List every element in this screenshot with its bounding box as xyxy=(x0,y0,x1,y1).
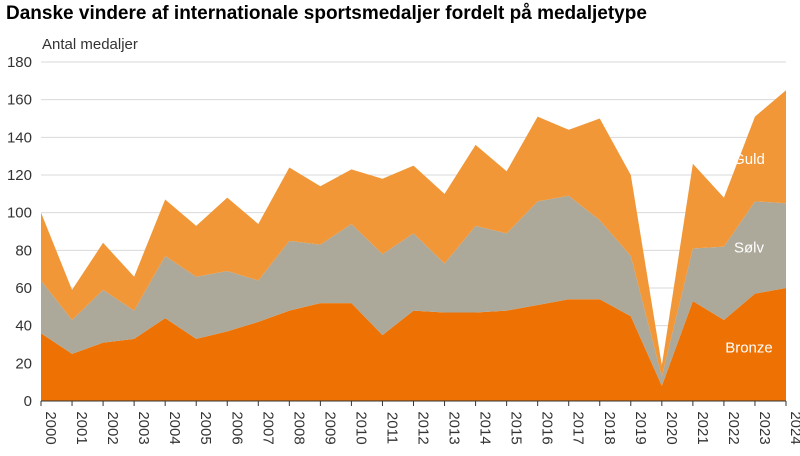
y-tick-label: 0 xyxy=(24,393,32,410)
x-tick-label: 2006 xyxy=(228,411,245,444)
series-label: Bronze xyxy=(725,339,773,356)
series-label: Sølv xyxy=(734,240,765,257)
y-tick-label: 160 xyxy=(7,92,32,109)
series-labels: Bronze Sølv Guld xyxy=(725,151,773,356)
x-tick-label: 2004 xyxy=(166,411,183,444)
x-tick-label: 2005 xyxy=(197,411,214,444)
x-tick-label: 2016 xyxy=(539,411,556,444)
axes: 0 20 40 60 80 100 120 140 160 180 2000 2001 2002 2003… xyxy=(7,54,800,445)
y-axis-label: Antal medaljer xyxy=(42,36,138,53)
x-tick-label: 2023 xyxy=(756,411,773,444)
x-tick-label: 2019 xyxy=(632,411,649,444)
x-tick-label: 2015 xyxy=(508,411,525,444)
x-tick-label: 2008 xyxy=(290,411,307,444)
x-tick-label: 2012 xyxy=(415,411,432,444)
x-tick-label: 2003 xyxy=(135,411,152,444)
x-tick-label: 2009 xyxy=(321,411,338,444)
y-tick-label: 80 xyxy=(15,242,32,259)
x-tick-label: 2014 xyxy=(477,411,494,444)
x-tick-label: 2000 xyxy=(42,411,59,444)
area-guld xyxy=(41,90,786,377)
y-tick-label: 180 xyxy=(7,54,32,71)
y-tick-label: 140 xyxy=(7,129,32,146)
area-bronze xyxy=(41,288,786,401)
y-tick-label: 120 xyxy=(7,167,32,184)
x-tick-label: 2018 xyxy=(601,411,618,444)
x-tick-label: 2013 xyxy=(446,411,463,444)
y-tick-label: 60 xyxy=(15,280,32,297)
x-tick-label: 2022 xyxy=(725,411,742,444)
x-tick-label: 2002 xyxy=(104,411,121,444)
x-tick-label: 2024 xyxy=(787,411,800,444)
series-label: Guld xyxy=(733,151,765,168)
x-tick-label: 2007 xyxy=(259,411,276,444)
x-tick-label: 2020 xyxy=(663,411,680,444)
y-tick-label: 20 xyxy=(15,355,32,372)
x-tick-label: 2001 xyxy=(73,411,90,444)
area-solv xyxy=(41,195,786,386)
x-tick-label: 2011 xyxy=(383,412,400,444)
x-tick-label: 2010 xyxy=(352,411,369,444)
x-tick-label: 2021 xyxy=(694,411,711,444)
area-series xyxy=(41,90,786,401)
chart-title: Danske vindere af internationale sportsm… xyxy=(6,3,647,24)
x-tick-label: 2017 xyxy=(570,411,587,444)
y-tick-label: 100 xyxy=(7,205,32,222)
y-tick-label: 40 xyxy=(15,318,32,335)
